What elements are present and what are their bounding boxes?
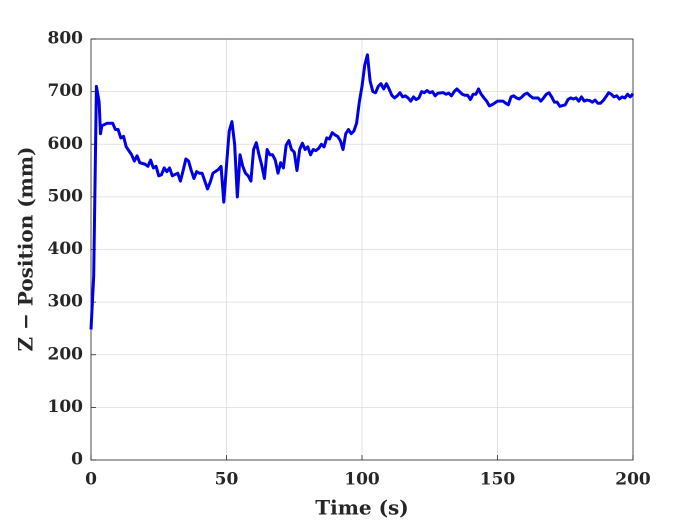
axes-box <box>90 38 634 461</box>
data-line <box>89 53 635 330</box>
x-axis-label: Time (s) <box>315 496 409 520</box>
y-tick-label: 600 <box>48 134 84 154</box>
y-tick-label: 400 <box>48 239 84 259</box>
y-axis-label: Z − Position (mm) <box>14 147 38 352</box>
y-tick-label: 800 <box>48 29 84 49</box>
x-tick-label: 50 <box>215 470 239 490</box>
x-tick-label: 150 <box>480 470 516 490</box>
x-tick-label: 0 <box>85 470 97 490</box>
x-tick-label: 100 <box>344 470 380 490</box>
y-tick-label: 200 <box>48 344 84 364</box>
y-tick-label: 500 <box>48 186 84 206</box>
y-tick-label: 0 <box>71 450 83 470</box>
y-tick-label: 700 <box>48 81 84 101</box>
y-tick-label: 300 <box>48 292 84 312</box>
x-tick-label: 200 <box>615 470 651 490</box>
y-tick-label: 100 <box>48 397 84 417</box>
